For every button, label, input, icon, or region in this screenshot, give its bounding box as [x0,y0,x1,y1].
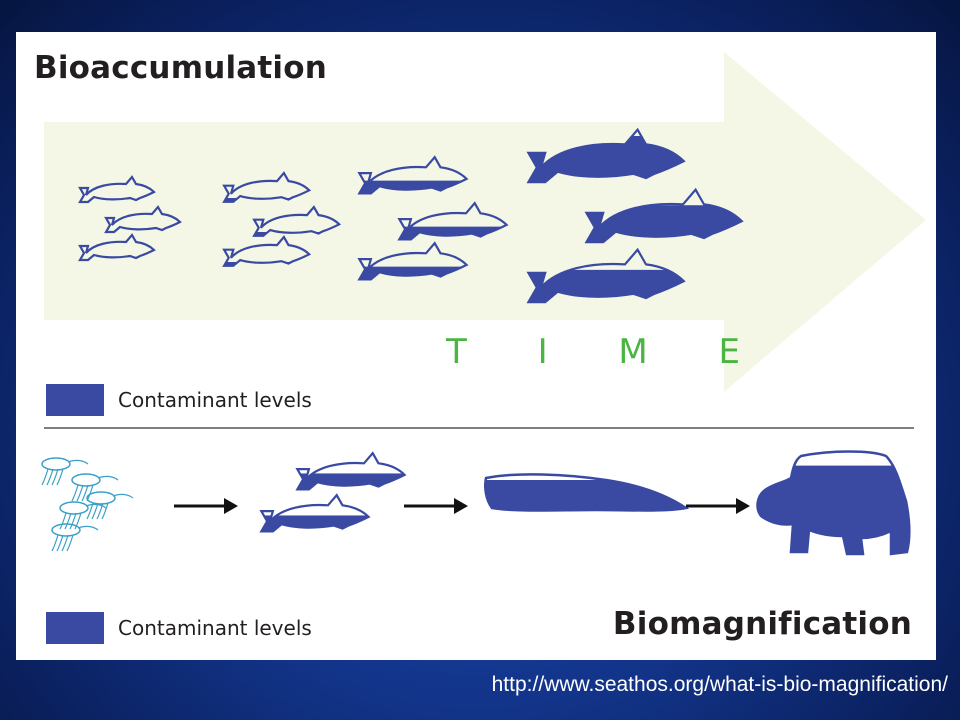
legend-label: Contaminant levels [118,616,312,640]
legend-bottom: Contaminant levels [46,612,312,644]
fish-icon [223,235,311,267]
fish-icon [223,171,311,203]
bioaccumulation-title: Bioaccumulation [34,50,328,86]
legend-swatch [46,612,104,644]
source-url: http://www.seathos.org/what-is-bio-magni… [491,673,948,696]
legend-top: Contaminant levels [46,384,312,416]
plankton-icon [41,457,134,552]
biomagnification-title: Biomagnification [612,606,912,642]
diagram-canvas [41,52,926,556]
time-arrow [44,52,926,392]
seal-icon [484,473,688,512]
polar-bear-icon [756,450,911,556]
fish-icon [296,452,406,491]
slide-panel: Bioaccumulation T I M E Contaminant leve… [16,32,936,660]
time-label: T I M E [446,332,771,372]
food-chain-layer [41,450,911,556]
fish-icon [253,205,341,237]
chain-arrow-icon [404,498,468,514]
chain-arrow-icon [174,498,238,514]
legend-swatch [46,384,104,416]
fish-icon [260,494,370,533]
chain-arrow-icon [686,498,750,514]
legend-label: Contaminant levels [118,388,312,412]
